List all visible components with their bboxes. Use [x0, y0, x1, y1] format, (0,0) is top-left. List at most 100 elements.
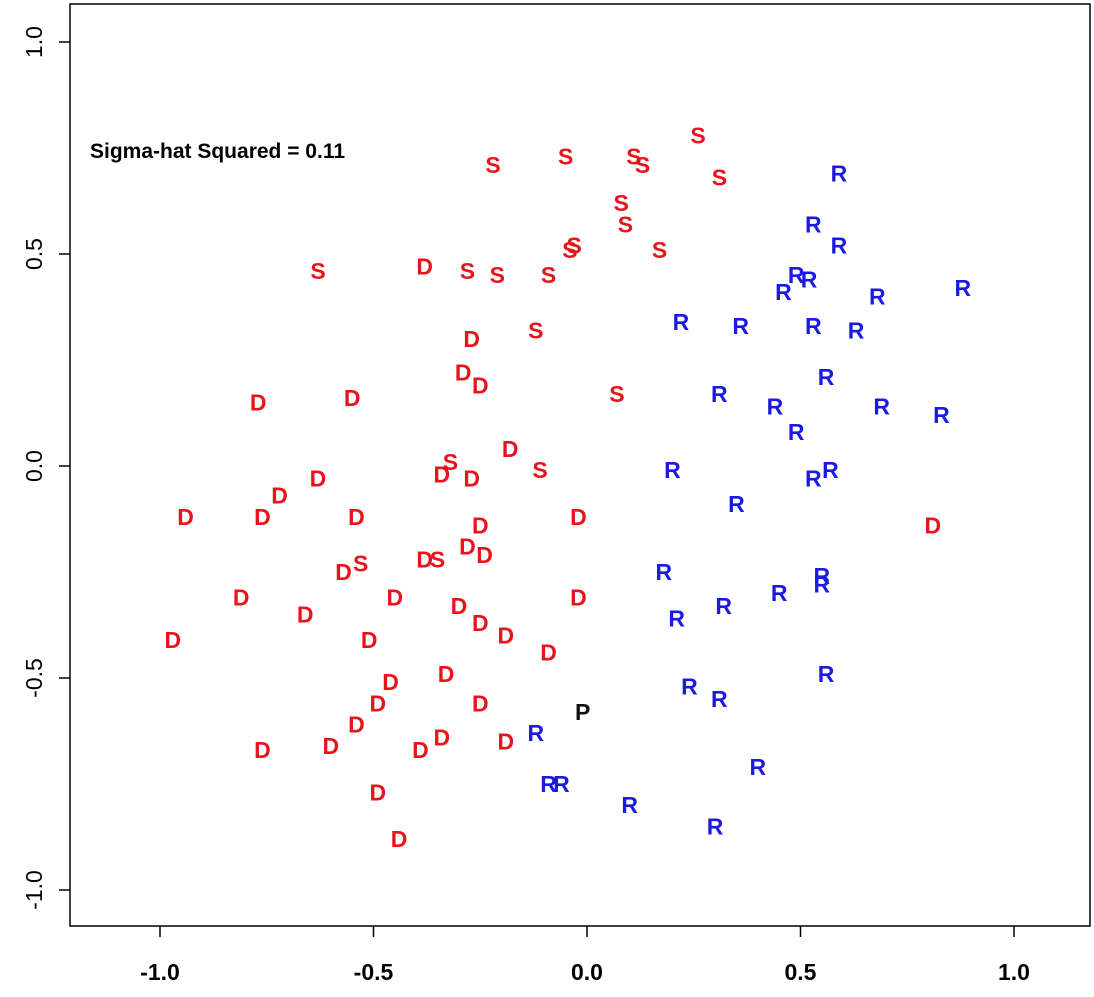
point-d: D — [369, 779, 386, 805]
point-r: R — [822, 457, 839, 483]
point-d: D — [472, 372, 489, 398]
point-r: R — [711, 686, 728, 712]
point-s: S — [635, 152, 650, 178]
point-s: S — [567, 233, 582, 259]
point-r: R — [771, 580, 788, 606]
point-d: D — [335, 559, 352, 585]
point-r: R — [814, 563, 831, 589]
point-s: S — [310, 258, 325, 284]
point-d: D — [369, 690, 386, 716]
point-d: D — [233, 584, 250, 610]
point-s: S — [460, 258, 475, 284]
point-d: D — [254, 737, 271, 763]
point-r: R — [664, 457, 681, 483]
point-r: R — [805, 313, 822, 339]
point-d: D — [455, 360, 472, 386]
point-r: R — [788, 262, 805, 288]
point-s: S — [618, 211, 633, 237]
point-d: D — [297, 601, 314, 627]
point-r: R — [715, 593, 732, 619]
point-r: R — [805, 211, 822, 237]
point-s: S — [558, 143, 573, 169]
point-r: R — [540, 771, 557, 797]
point-r: R — [553, 771, 570, 797]
x-tick-label: 0.0 — [571, 959, 603, 985]
point-d: D — [434, 461, 451, 487]
point-d: D — [310, 466, 327, 492]
point-r: R — [831, 233, 848, 259]
point-s: S — [443, 449, 458, 475]
point-s: S — [485, 152, 500, 178]
point-d: D — [416, 254, 433, 280]
x-axis: -1.0 -0.5 0.0 0.5 1.0 — [140, 926, 1030, 985]
point-r: R — [621, 792, 638, 818]
point-s: S — [690, 122, 705, 148]
plot-frame — [69, 3, 1091, 927]
point-r: R — [668, 606, 685, 632]
point-r: R — [933, 402, 950, 428]
point-d: D — [459, 534, 476, 560]
point-r: R — [831, 160, 848, 186]
point-s: S — [430, 546, 445, 572]
x-tick-label: -1.0 — [140, 959, 180, 985]
y-tick-label: -0.5 — [21, 658, 47, 698]
point-s: S — [652, 237, 667, 263]
point-p: P — [575, 699, 590, 725]
point-d: D — [472, 690, 489, 716]
point-d: D — [391, 826, 408, 852]
point-d: D — [463, 326, 480, 352]
y-tick-label: -1.0 — [21, 870, 47, 910]
point-d: D — [540, 640, 557, 666]
x-tick-label: 1.0 — [998, 959, 1030, 985]
point-d: D — [164, 627, 181, 653]
point-r: R — [707, 813, 724, 839]
point-d: D — [502, 436, 519, 462]
point-d: D — [451, 593, 468, 619]
point-s: S — [613, 190, 628, 216]
point-r: R — [775, 279, 792, 305]
point-r: R — [767, 394, 784, 420]
point-r: R — [673, 309, 690, 335]
point-d: D — [250, 389, 267, 415]
point-d: D — [472, 512, 489, 538]
point-r: R — [954, 275, 971, 301]
y-axis: -1.0 -0.5 0.0 0.5 1.0 — [21, 26, 70, 910]
point-s: S — [490, 262, 505, 288]
point-r: R — [788, 419, 805, 445]
y-tick-label: 1.0 — [21, 26, 47, 58]
point-d: D — [416, 546, 433, 572]
point-d: D — [382, 669, 399, 695]
point-s: S — [562, 237, 577, 263]
point-r: R — [818, 661, 835, 687]
point-d: D — [570, 504, 587, 530]
point-r: R — [873, 394, 890, 420]
point-s: S — [609, 381, 624, 407]
point-d: D — [322, 733, 339, 759]
point-d: D — [361, 627, 378, 653]
point-d: D — [177, 504, 194, 530]
point-r: R — [656, 559, 673, 585]
point-d: D — [476, 542, 493, 568]
point-d: D — [387, 584, 404, 610]
sigma-annotation: Sigma-hat Squared = 0.11 — [90, 140, 345, 163]
point-s: S — [353, 551, 368, 577]
point-r: R — [681, 673, 698, 699]
point-r: R — [711, 381, 728, 407]
y-tick-label: 0.5 — [21, 238, 47, 270]
x-tick-label: -0.5 — [354, 959, 394, 985]
point-d: D — [463, 466, 480, 492]
point-d: D — [498, 729, 515, 755]
point-d: D — [348, 504, 365, 530]
point-d: D — [254, 504, 271, 530]
point-d: D — [434, 724, 451, 750]
point-d: D — [570, 584, 587, 610]
point-s: S — [541, 262, 556, 288]
point-r: R — [814, 572, 831, 598]
point-r: R — [527, 720, 544, 746]
point-s: S — [626, 143, 641, 169]
point-d: D — [348, 712, 365, 738]
point-r: R — [749, 754, 766, 780]
point-d: D — [438, 661, 455, 687]
